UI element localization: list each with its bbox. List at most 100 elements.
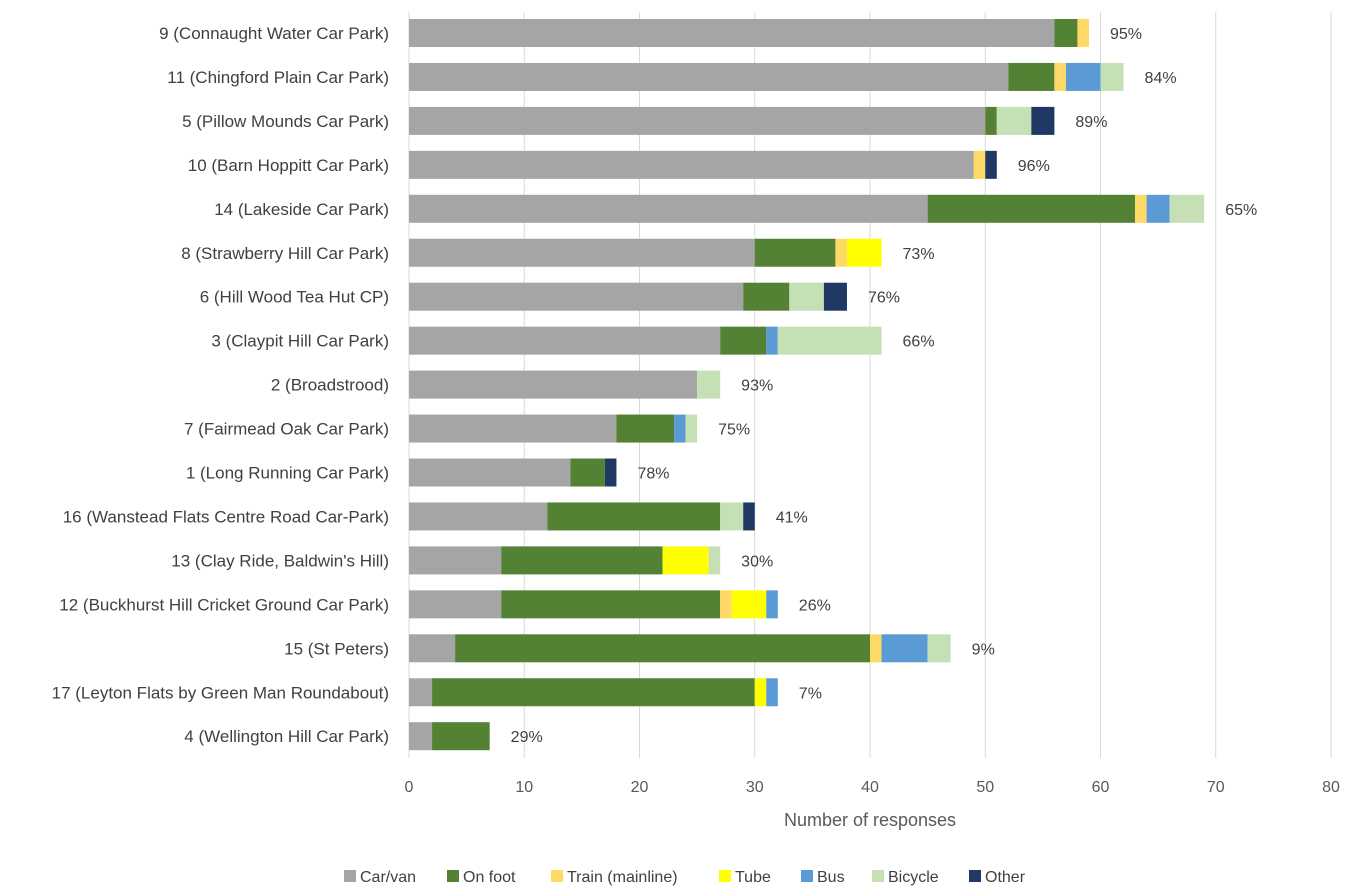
legend-swatch bbox=[447, 870, 459, 882]
legend-swatch bbox=[872, 870, 884, 882]
category-label: 17 (Leyton Flats by Green Man Roundabout… bbox=[52, 683, 389, 702]
x-tick-label: 50 bbox=[976, 779, 994, 796]
bar-segment bbox=[743, 282, 790, 311]
bar-segment bbox=[409, 546, 502, 575]
bar-segment bbox=[697, 370, 721, 399]
bar-segment bbox=[708, 546, 721, 575]
category-label: 10 (Barn Hoppitt Car Park) bbox=[188, 156, 389, 175]
category-labels: 9 (Connaught Water Car Park) 11 (Chingfor… bbox=[52, 24, 389, 746]
bar-segment bbox=[766, 590, 778, 619]
category-label: 6 (Hill Wood Tea Hut CP) bbox=[200, 288, 389, 307]
bar-segment bbox=[501, 546, 663, 575]
bar-segment bbox=[881, 634, 928, 663]
bar-segment bbox=[720, 502, 744, 531]
percent-labels: 95% 84% 89% 96% 65% 73% 76% 66% 93% 75% 78% 41% 30% 2… bbox=[511, 26, 1258, 746]
category-label: 2 (Broadstrood) bbox=[271, 376, 389, 395]
bar-segment bbox=[720, 326, 767, 355]
x-tick-label: 60 bbox=[1092, 779, 1110, 796]
bar-segment bbox=[409, 414, 617, 443]
bar-segment bbox=[409, 678, 433, 707]
percent-label: 76% bbox=[868, 290, 900, 307]
bar-segment bbox=[409, 194, 928, 223]
bar-segment bbox=[455, 634, 870, 663]
bars bbox=[409, 19, 1205, 751]
bar-segment bbox=[409, 326, 721, 355]
bar-segment bbox=[409, 62, 1009, 91]
legend-label: Other bbox=[985, 869, 1026, 886]
bar-segment bbox=[1146, 194, 1170, 223]
x-tick-label: 30 bbox=[746, 779, 764, 796]
bar-segment bbox=[1169, 194, 1205, 223]
bar-segment bbox=[547, 502, 721, 531]
percent-label: 75% bbox=[718, 422, 750, 439]
bar-segment bbox=[432, 722, 490, 751]
bar-segment bbox=[1031, 106, 1055, 135]
legend-swatch bbox=[969, 870, 981, 882]
bar-segment bbox=[409, 106, 986, 135]
bar-segment bbox=[409, 238, 755, 267]
legend-label: Bus bbox=[817, 869, 845, 886]
bar-segment bbox=[685, 414, 698, 443]
percent-label: 93% bbox=[741, 378, 773, 395]
legend-label: On foot bbox=[463, 869, 516, 886]
percent-label: 66% bbox=[903, 334, 935, 351]
bar-segment bbox=[1054, 62, 1066, 91]
percent-label: 29% bbox=[511, 729, 543, 746]
x-tick-label: 0 bbox=[405, 779, 414, 796]
bar-segment bbox=[1054, 19, 1078, 47]
bar-segment bbox=[570, 458, 605, 487]
bar-segment bbox=[996, 106, 1032, 135]
bar-segment bbox=[1008, 62, 1055, 91]
percent-label: 65% bbox=[1225, 202, 1257, 219]
legend-label: Car/van bbox=[360, 869, 416, 886]
percent-label: 7% bbox=[799, 685, 822, 702]
bar-segment bbox=[432, 678, 755, 707]
gridlines bbox=[408, 12, 1332, 758]
bar-segment bbox=[409, 722, 433, 751]
category-label: 7 (Fairmead Oak Car Park) bbox=[184, 420, 389, 439]
bar-segment bbox=[927, 194, 1136, 223]
legend-item: Train (mainline) bbox=[551, 869, 678, 886]
bar-segment bbox=[409, 502, 548, 531]
x-tick-label: 10 bbox=[515, 779, 533, 796]
bar-segment bbox=[766, 326, 778, 355]
category-label: 14 (Lakeside Car Park) bbox=[214, 200, 389, 219]
percent-label: 84% bbox=[1145, 70, 1177, 87]
bar-segment bbox=[731, 590, 767, 619]
legend-swatch bbox=[719, 870, 731, 882]
legend-label: Bicycle bbox=[888, 869, 939, 886]
bar-segment bbox=[409, 150, 974, 179]
legend-swatch bbox=[551, 870, 563, 882]
x-tick-label: 80 bbox=[1322, 779, 1340, 796]
legend-item: Other bbox=[969, 869, 1026, 886]
percent-label: 78% bbox=[637, 466, 669, 483]
bar-segment bbox=[1065, 62, 1101, 91]
bar-segment bbox=[409, 19, 1055, 47]
bar-segment bbox=[409, 634, 456, 663]
bar-segment bbox=[409, 370, 698, 399]
category-label: 1 (Long Running Car Park) bbox=[186, 464, 389, 483]
bar-segment bbox=[501, 590, 721, 619]
percent-label: 26% bbox=[799, 597, 831, 614]
bar-segment bbox=[409, 590, 502, 619]
category-label: 16 (Wanstead Flats Centre Road Car-Park) bbox=[63, 507, 389, 526]
bar-segment bbox=[846, 238, 882, 267]
percent-label: 30% bbox=[741, 553, 773, 570]
legend-swatch bbox=[344, 870, 356, 882]
percent-label: 95% bbox=[1110, 26, 1142, 43]
legend-item: Bicycle bbox=[872, 869, 939, 886]
percent-label: 9% bbox=[972, 641, 995, 658]
legend: Car/van On foot Train (mainline) Tube Bus Bic… bbox=[344, 869, 1026, 886]
x-tick-label: 20 bbox=[631, 779, 649, 796]
legend-label: Tube bbox=[735, 869, 771, 886]
legend-swatch bbox=[801, 870, 813, 882]
legend-item: On foot bbox=[447, 869, 516, 886]
percent-label: 41% bbox=[776, 509, 808, 526]
legend-item: Tube bbox=[719, 869, 771, 886]
category-label: 15 (St Peters) bbox=[284, 639, 389, 658]
x-tick-label: 70 bbox=[1207, 779, 1225, 796]
bar-segment bbox=[409, 282, 744, 311]
bar-segment bbox=[985, 150, 997, 179]
category-label: 4 (Wellington Hill Car Park) bbox=[184, 727, 389, 746]
bar-segment bbox=[604, 458, 617, 487]
